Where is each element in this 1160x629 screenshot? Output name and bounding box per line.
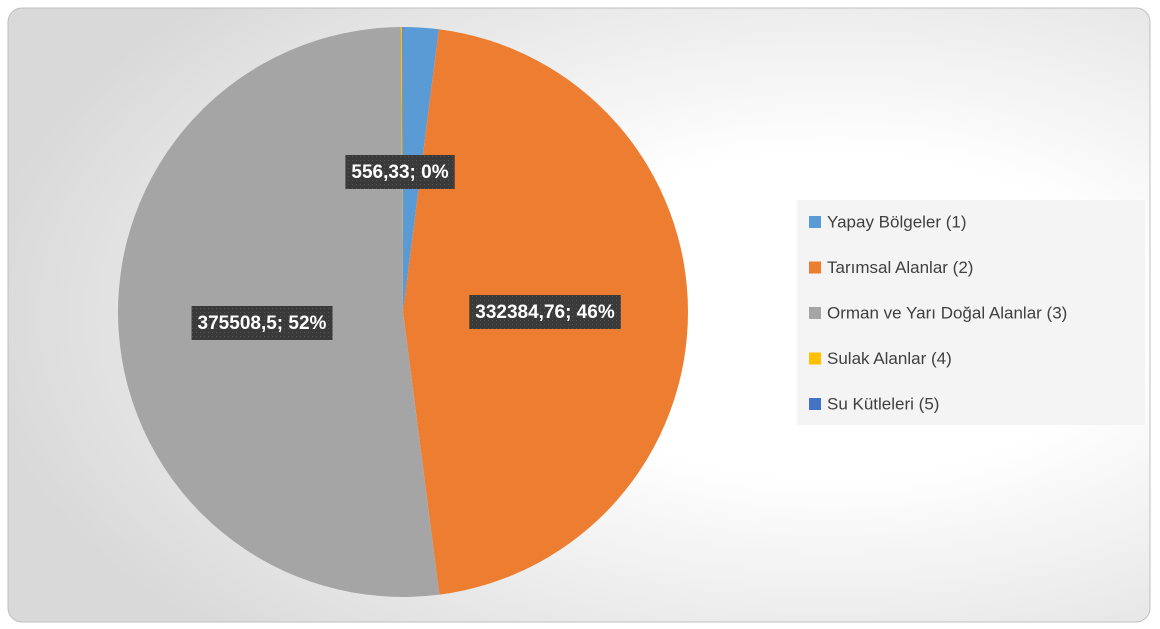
legend-label: Su Kütleleri (5) bbox=[827, 394, 939, 413]
data-label-box bbox=[469, 295, 621, 329]
data-label: 332384,76; 46% bbox=[469, 295, 621, 329]
legend-label: Tarımsal Alanlar (2) bbox=[827, 258, 973, 277]
data-label-box bbox=[191, 306, 333, 340]
data-label: 556,33; 0% bbox=[345, 155, 455, 189]
legend-label: Yapay Bölgeler (1) bbox=[827, 212, 967, 231]
legend-label: Sulak Alanlar (4) bbox=[827, 349, 952, 368]
legend-swatch bbox=[809, 216, 821, 228]
data-label-text: 556,33; 0% bbox=[351, 162, 448, 183]
data-label-text: 375508,5; 52% bbox=[198, 313, 327, 334]
data-label-text: 332384,76; 46% bbox=[475, 302, 615, 323]
legend-label: Orman ve Yarı Doğal Alanlar (3) bbox=[827, 303, 1067, 322]
pie-slice bbox=[402, 27, 403, 312]
legend-swatch bbox=[809, 307, 821, 319]
legend-swatch bbox=[809, 261, 821, 274]
legend-swatch bbox=[809, 352, 821, 365]
data-label: 375508,5; 52% bbox=[191, 306, 333, 340]
legend-box bbox=[797, 200, 1145, 425]
legend-swatch bbox=[809, 398, 821, 410]
data-label-box bbox=[345, 155, 455, 189]
